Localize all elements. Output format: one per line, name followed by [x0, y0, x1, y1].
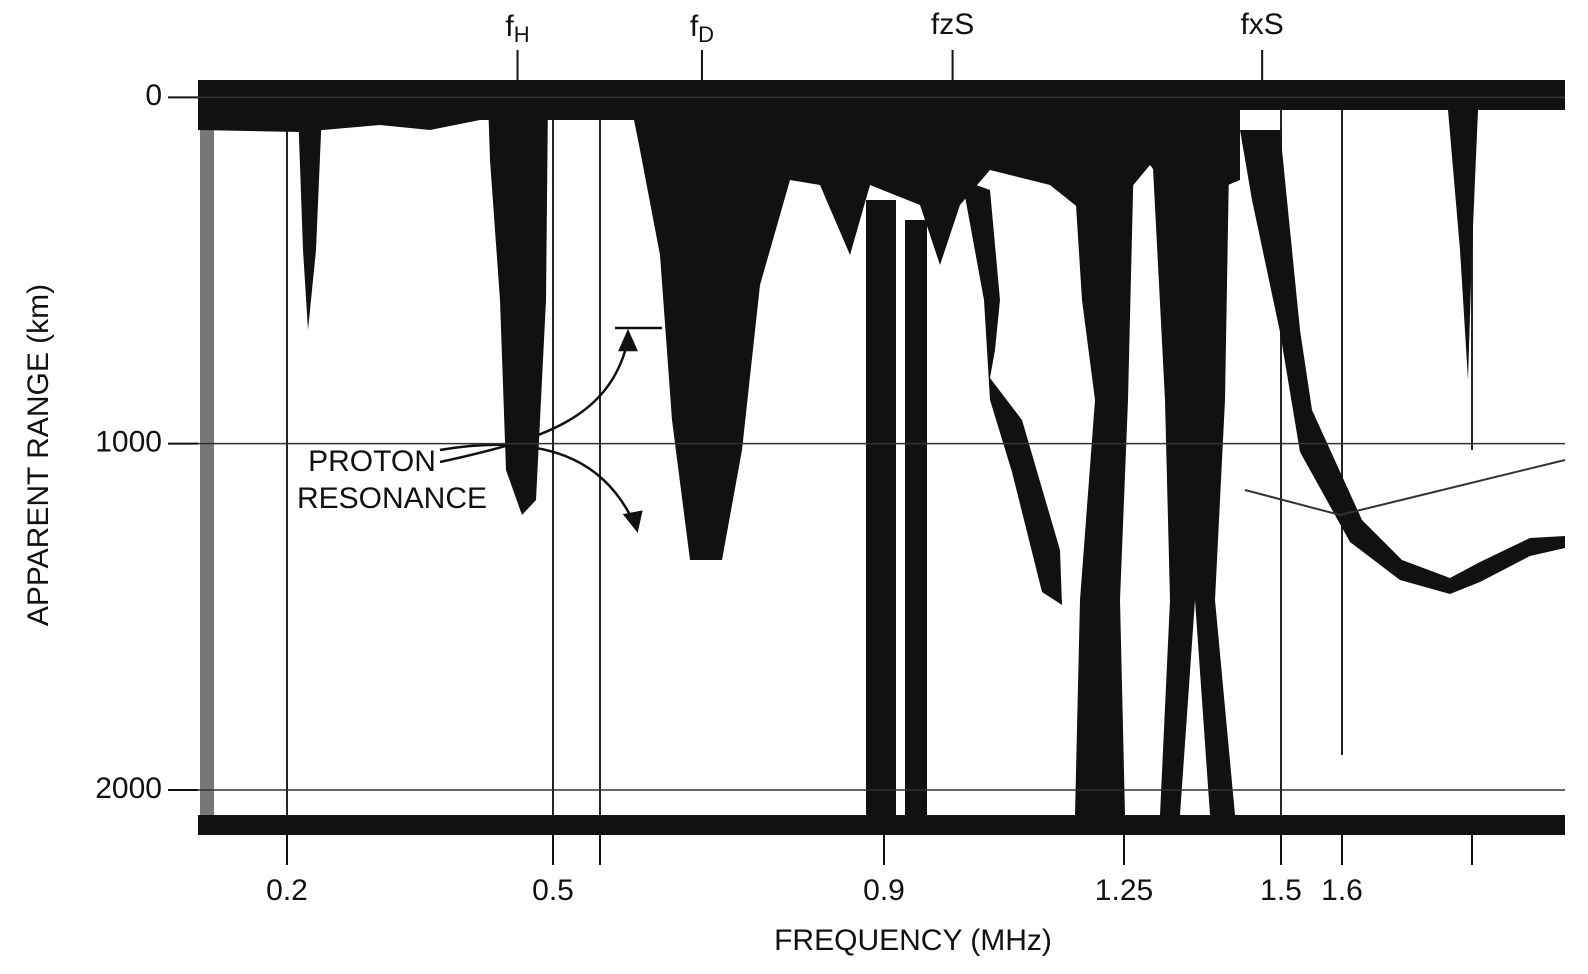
x-tick-label: 0.5: [532, 874, 574, 907]
y-tick-label: 2000: [95, 772, 162, 805]
y-tick-label: 0: [145, 79, 162, 112]
marker-base: f: [505, 10, 514, 43]
y-axis-title: APPARENT RANGE (km): [22, 284, 55, 626]
plot-area: [198, 80, 1566, 835]
y-tick-label: 1000: [95, 426, 162, 459]
stipple-edge: [200, 110, 214, 815]
echo-traces: [198, 80, 1565, 835]
weak-trace: [1244, 459, 1566, 517]
x-tick-label: 0.2: [266, 874, 308, 907]
marker-label: fxS: [1240, 8, 1283, 41]
x-tick-label: 1.5: [1260, 874, 1302, 907]
x-tick-label: 0.9: [863, 874, 905, 907]
marker-subscript: D: [698, 22, 714, 47]
annotation-text: RESONANCE: [297, 482, 487, 515]
x-tick-label: 1.6: [1321, 874, 1363, 907]
annotation-text: PROTON: [308, 445, 436, 478]
marker-subscript: H: [514, 22, 530, 47]
annotation-arrows: [439, 326, 662, 533]
marker-label: fzS: [931, 8, 974, 41]
minor-ticks: [599, 835, 1473, 865]
marker-label: fH: [505, 10, 529, 47]
x-axis-title: FREQUENCY (MHz): [774, 924, 1052, 957]
marker-base: f: [690, 10, 699, 43]
marker-label: fD: [690, 10, 714, 47]
x-tick-label: 1.25: [1095, 874, 1153, 907]
